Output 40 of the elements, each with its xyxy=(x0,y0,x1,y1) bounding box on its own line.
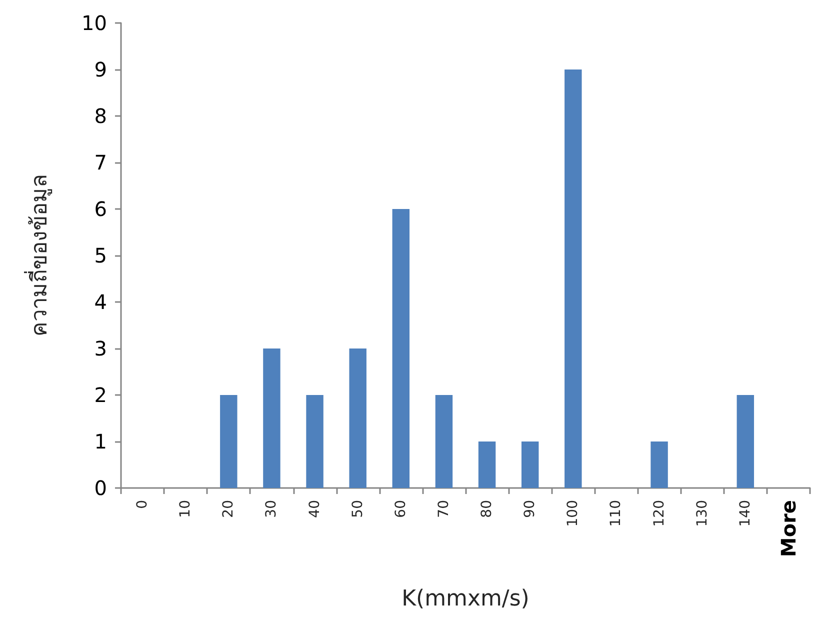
x-tick-label: More xyxy=(776,500,800,558)
bar xyxy=(736,395,754,488)
y-tick-label: 5 xyxy=(94,244,107,268)
bar xyxy=(650,442,668,488)
y-tick-label: 7 xyxy=(94,150,107,174)
x-tick-label: 110 xyxy=(608,500,624,527)
x-tick-label: 130 xyxy=(694,500,710,527)
x-tick-label: 140 xyxy=(737,500,754,527)
y-tick-label: 1 xyxy=(94,430,107,454)
y-tick-label: 9 xyxy=(94,58,107,82)
x-tick-label: 90 xyxy=(522,500,538,518)
y-tick-label: 2 xyxy=(94,383,107,407)
bar xyxy=(263,348,280,488)
bar xyxy=(435,395,453,488)
y-axis-title: ความถี่ของข้อมูล xyxy=(24,174,52,336)
bar xyxy=(564,70,582,488)
bar xyxy=(392,209,410,488)
bar xyxy=(478,442,496,488)
x-tick-label: 50 xyxy=(350,500,366,518)
x-tick-label: 20 xyxy=(220,500,237,518)
x-axis-title: K(mmxm/s) xyxy=(402,586,530,612)
x-tick-label: 30 xyxy=(264,500,280,518)
y-tick-label: 8 xyxy=(94,104,107,128)
y-tick-label: 3 xyxy=(94,336,107,360)
x-tick-label: 40 xyxy=(306,500,323,518)
x-tick-label: 80 xyxy=(479,500,496,518)
y-tick-label: 4 xyxy=(94,290,107,314)
x-tick-label: 100 xyxy=(565,500,582,527)
x-tick-label: 120 xyxy=(651,500,668,527)
x-tick-label: 60 xyxy=(392,500,409,518)
bar xyxy=(220,395,238,488)
bar xyxy=(349,348,366,488)
y-tick-label: 0 xyxy=(94,476,107,500)
bar xyxy=(306,395,324,488)
x-tick-label: 0 xyxy=(134,500,151,509)
x-tick-label: 70 xyxy=(436,500,452,518)
x-tick-label: 10 xyxy=(178,500,194,518)
y-tick-label: 6 xyxy=(94,197,107,221)
bar xyxy=(521,442,539,488)
y-tick-label: 10 xyxy=(82,11,107,35)
